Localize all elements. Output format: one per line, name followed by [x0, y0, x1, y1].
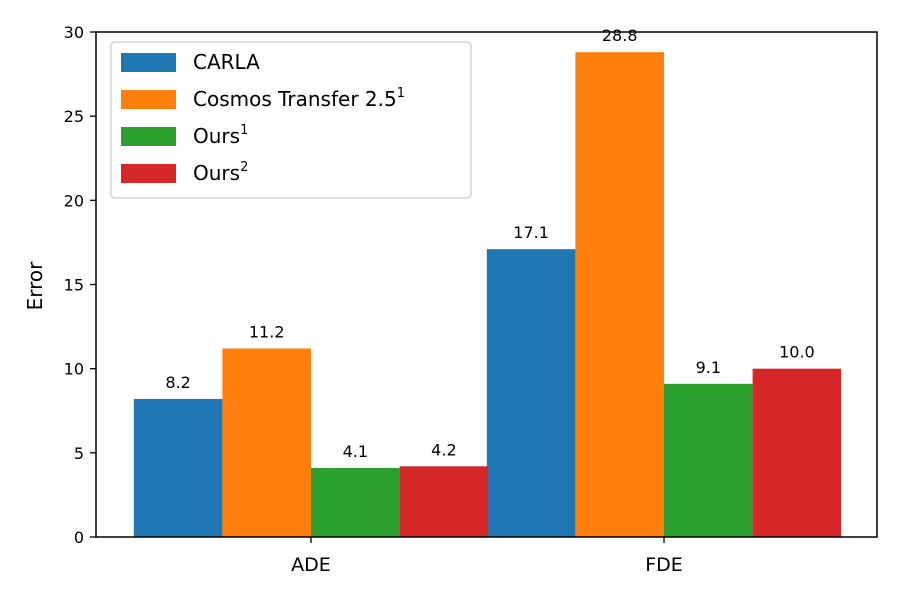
y-tick-label: 20 — [64, 191, 84, 210]
data-label: 10.0 — [779, 343, 815, 362]
bar-ours-1-fde — [664, 383, 753, 537]
plot-area: 8.2 17.1 11.2 28.8 4.1 9.1 4.2 10.0 0 5 10 15 20 25 30… — [64, 23, 878, 576]
legend-label: CARLA — [193, 50, 260, 74]
bar-cosmos-transfer-2-5-1-fde — [575, 52, 664, 537]
legend-swatch — [121, 127, 176, 146]
legend-label: Cosmos Transfer 2.51 — [193, 86, 405, 111]
y-tick-label: 15 — [64, 276, 84, 295]
bar-cosmos-transfer-2-5-1-ade — [222, 348, 311, 537]
y-tick-label: 10 — [64, 360, 84, 379]
x-tick-label: ADE — [291, 554, 331, 576]
legend-swatch — [121, 164, 176, 183]
data-label: 28.8 — [602, 26, 638, 45]
bar-carla-fde — [486, 249, 576, 537]
legend-swatch — [121, 90, 176, 109]
data-label: 4.1 — [343, 442, 368, 461]
y-axis-title: Error — [23, 261, 47, 311]
legend-label: Ours1 — [193, 123, 248, 148]
bar-ours-2-ade — [399, 466, 489, 537]
legend-label: Ours2 — [193, 160, 248, 185]
x-tick-label: FDE — [645, 554, 683, 576]
data-label: 17.1 — [513, 223, 549, 242]
bar-ours-1-ade — [311, 467, 400, 537]
y-tick-label: 25 — [64, 107, 84, 126]
y-tick-label: 0 — [74, 528, 84, 547]
data-label: 9.1 — [696, 358, 721, 377]
data-label: 8.2 — [165, 373, 190, 392]
y-tick-label: 30 — [64, 23, 84, 42]
legend: CARLA Cosmos Transfer 2.51 Ours1 Ours2 — [110, 41, 472, 199]
bar-ours-2-fde — [752, 368, 842, 537]
data-label: 11.2 — [249, 322, 285, 341]
y-tick-label: 5 — [74, 444, 84, 463]
data-label: 4.2 — [431, 440, 456, 459]
legend-box — [110, 41, 472, 199]
bar-carla-ade — [133, 398, 223, 537]
legend-swatch — [121, 53, 176, 72]
